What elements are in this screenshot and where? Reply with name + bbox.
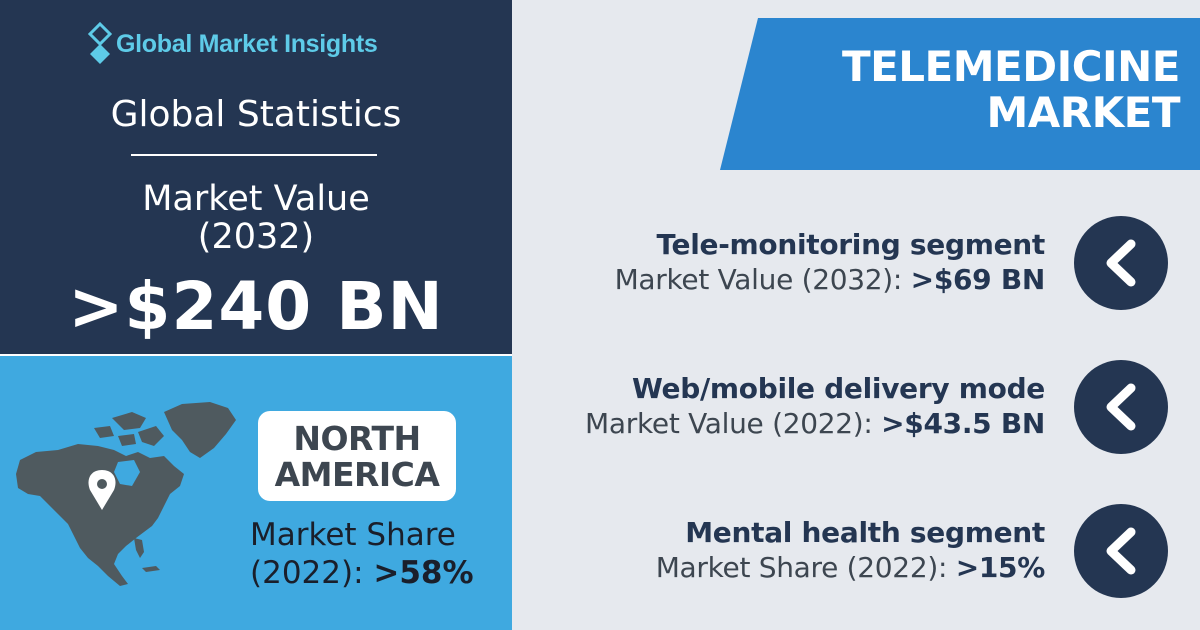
- market-value-label-line2: (2032): [197, 217, 315, 257]
- region-name-line1: NORTH: [293, 419, 421, 458]
- global-statistics-panel: Global Market Insights Global Statistics…: [0, 0, 512, 354]
- segment-metric-value: >$43.5 BN: [881, 407, 1045, 440]
- diamond-logo-icon: [88, 22, 112, 64]
- market-title: TELEMEDICINE MARKET: [780, 42, 1181, 137]
- chevron-left-icon: [1074, 504, 1168, 598]
- segment-title: Mental health segment: [685, 516, 1045, 549]
- region-share-label-line2: (2022):: [250, 555, 364, 591]
- market-title-line2: MARKET: [986, 88, 1180, 137]
- segment-metric: Market Share (2022): >15%: [485, 550, 1046, 586]
- segment-title: Web/mobile delivery mode: [631, 372, 1045, 405]
- region-share-value: >58%: [373, 555, 474, 591]
- brand-name: Global Market Insights: [116, 29, 378, 58]
- segment-metric-label: Market Value (2022):: [585, 407, 873, 440]
- segment-metric-value: >$69 BN: [910, 263, 1046, 296]
- region-name-line2: AMERICA: [274, 455, 440, 494]
- market-title-line1: TELEMEDICINE: [841, 42, 1181, 91]
- segment-item: Mental health segment Market Share (2022…: [485, 516, 1046, 586]
- segment-item: Tele-monitoring segment Market Value (20…: [485, 228, 1046, 298]
- segment-item: Web/mobile delivery mode Market Value (2…: [485, 372, 1045, 442]
- chevron-left-icon: [1074, 216, 1168, 310]
- region-name-badge: NORTH AMERICA: [258, 411, 456, 501]
- market-value-figure: >$240 BN: [68, 268, 444, 345]
- segment-title: Tele-monitoring segment: [656, 228, 1045, 261]
- regional-panel: NORTH AMERICA Market Share (2022): >58%: [0, 356, 512, 630]
- region-share-label-line1: Market Share: [250, 517, 456, 553]
- title-banner: [720, 18, 1200, 170]
- global-statistics-title: Global Statistics: [110, 94, 402, 135]
- location-pin-icon: [88, 470, 116, 510]
- region-share-line2: (2022): >58%: [250, 554, 512, 592]
- segment-metric-label: Market Share (2022):: [655, 551, 948, 584]
- panel-separator: [0, 354, 512, 356]
- market-value-label-line1: Market Value: [142, 179, 370, 219]
- title-divider: [131, 154, 377, 156]
- segment-metric-label: Market Value (2032):: [614, 263, 903, 296]
- market-value-label: Market Value (2032): [0, 180, 512, 256]
- north-america-map-icon: [16, 402, 236, 586]
- brand-logo: Global Market Insights: [88, 22, 378, 66]
- segment-metric: Market Value (2032): >$69 BN: [485, 262, 1046, 298]
- chevron-left-icon: [1074, 360, 1168, 454]
- region-market-share: Market Share (2022): >58%: [250, 516, 512, 592]
- segment-metric: Market Value (2022): >$43.5 BN: [485, 406, 1045, 442]
- segment-metric-value: >15%: [955, 551, 1046, 584]
